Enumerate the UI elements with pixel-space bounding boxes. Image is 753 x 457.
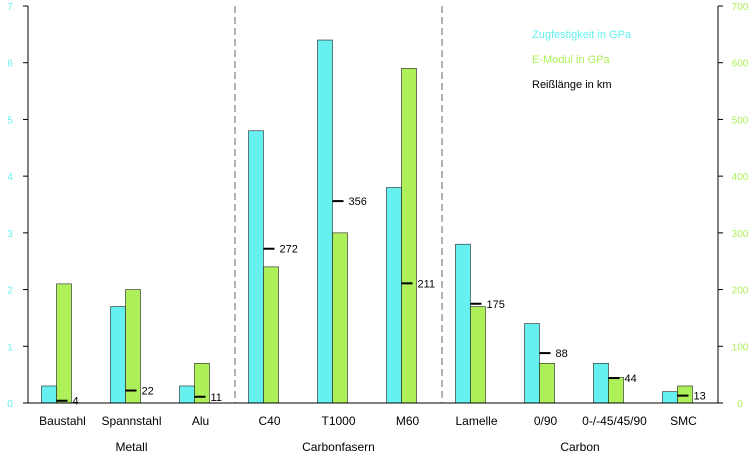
reisslaenge-label: 22 (142, 386, 154, 398)
e-modul-bar (125, 289, 141, 404)
left-tick-label: 0 (7, 399, 13, 410)
e-modul-bar (332, 232, 348, 404)
category-label: T1000 (321, 414, 355, 428)
zugfestigkeit-bar (524, 323, 540, 404)
left-tick-label: 5 (7, 115, 13, 126)
right-tick-label: 300 (732, 229, 749, 240)
category-label: Alu (192, 414, 209, 428)
e-modul-bar (401, 68, 417, 404)
zugfestigkeit-bar (248, 130, 264, 404)
legend-entry: Zugfestigkeit in GPa (532, 29, 632, 41)
left-axis-ticks: 0 1 2 3 4 5 6 7 (7, 2, 28, 410)
legend: Zugfestigkeit in GPa E-Modul in GPa Reißlä… (532, 29, 632, 91)
group-labels: Metall Carbonfasern Carbon (115, 440, 599, 454)
reisslaenge-label: 11 (211, 392, 222, 404)
right-tick-label: 700 (732, 2, 749, 13)
category-label: SMC (670, 414, 697, 428)
zugfestigkeit-bar (110, 306, 126, 404)
reisslaenge-label: 88 (556, 348, 568, 360)
zugfestigkeit-bar (41, 385, 57, 404)
left-tick-label: 6 (7, 59, 13, 70)
right-axis-ticks: 0 100 200 300 400 500 600 700 (718, 2, 749, 410)
left-tick-label: 4 (7, 172, 13, 183)
reisslaenge-label: 4 (73, 396, 79, 408)
group-separators (234, 6, 443, 403)
left-tick-label: 1 (7, 342, 13, 353)
right-tick-label: 600 (732, 59, 749, 70)
e-modul-bar (539, 362, 555, 404)
zugfestigkeit-bar (662, 391, 678, 404)
right-tick-label: 100 (732, 342, 749, 353)
e-modul-bar (608, 377, 624, 404)
zugfestigkeit-bar (179, 385, 195, 404)
zugfestigkeit-bar (455, 243, 471, 404)
group-label: Carbon (560, 440, 599, 454)
group-label: Carbonfasern (302, 440, 375, 454)
e-modul-bar (263, 266, 279, 404)
category-label: 0-/-45/45/90 (582, 414, 647, 428)
category-label: M60 (396, 414, 420, 428)
zugfestigkeit-bar (593, 362, 609, 404)
reisslaenge-label: 44 (625, 373, 637, 385)
legend-entry: E-Modul in GPa (532, 54, 611, 66)
category-label: C40 (258, 414, 280, 428)
right-tick-label: 200 (732, 286, 749, 297)
zugfestigkeit-bar (386, 187, 402, 404)
reisslaenge-label: 175 (487, 299, 505, 311)
category-labels: Baustahl Spannstahl Alu C40 T1000 M60 Lamelle 0… (39, 414, 697, 428)
category-label: 0/90 (534, 414, 558, 428)
left-tick-label: 7 (7, 2, 13, 13)
e-modul-bar (470, 306, 486, 404)
left-tick-label: 2 (7, 286, 13, 297)
right-tick-label: 400 (732, 172, 749, 183)
right-tick-label: 0 (737, 399, 743, 410)
right-tick-label: 500 (732, 115, 749, 126)
reisslaenge-label: 13 (694, 391, 706, 403)
e-modul-bar (677, 385, 693, 404)
left-tick-label: 3 (7, 229, 13, 240)
category-label: Lamelle (455, 414, 497, 428)
group-label: Metall (115, 440, 147, 454)
reisslaenge-markers: 4 22 11 272 356 211 175 88 44 13 (56, 196, 706, 408)
bars (41, 39, 693, 404)
reisslaenge-label: 211 (418, 278, 436, 290)
reisslaenge-label: 356 (349, 196, 367, 208)
zugfestigkeit-bar (317, 39, 333, 404)
legend-entry: Reißlänge in km (532, 79, 611, 91)
category-label: Baustahl (39, 414, 86, 428)
category-label: Spannstahl (101, 414, 161, 428)
reisslaenge-label: 272 (280, 244, 298, 256)
e-modul-bar (56, 283, 72, 404)
